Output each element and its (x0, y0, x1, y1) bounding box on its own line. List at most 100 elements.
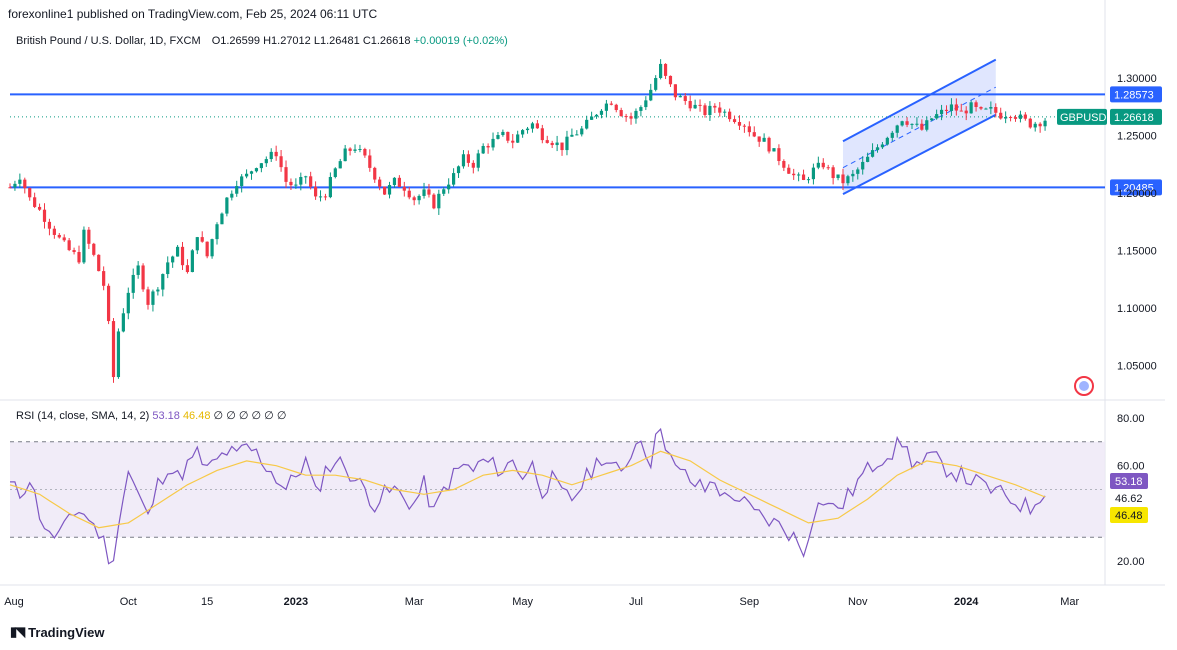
candle-body (299, 176, 303, 185)
candle-body (944, 109, 949, 111)
candle-body (121, 313, 125, 332)
candle-body (412, 197, 416, 201)
candle-body (614, 104, 618, 111)
price-tick-label: 1.10000 (1117, 303, 1157, 315)
candle-body (1018, 114, 1023, 119)
candle-body (166, 262, 170, 275)
candle-body (535, 123, 539, 129)
candle-body (624, 116, 628, 118)
candle-body (1043, 120, 1047, 127)
symbol-title[interactable]: British Pound / U.S. Dollar, 1D, FXCM (16, 35, 201, 47)
candle-body (915, 123, 919, 125)
candle-body (599, 110, 604, 115)
candle-body (442, 189, 446, 194)
candle-body (323, 196, 328, 198)
candle-body (989, 107, 993, 109)
candle-body (33, 197, 37, 207)
close-value: C1.26618 (362, 35, 411, 47)
candle-body (984, 108, 988, 110)
candle-body (787, 167, 791, 174)
candle-body (23, 179, 27, 189)
candle-body (713, 105, 717, 108)
rsi-legend: RSI (14, close, SMA, 14, 2) 53.18 46.48 … (16, 409, 286, 422)
candle-body (994, 107, 998, 113)
candle-body (585, 119, 589, 129)
candle-body (811, 167, 816, 180)
candle-body (885, 137, 889, 145)
candle-body (294, 184, 298, 186)
tradingview-logo-icon: ▮◥ (10, 624, 25, 639)
candle-body (195, 237, 199, 251)
rsi-sma-line (9, 450, 1046, 529)
channel-upper-line (842, 58, 997, 143)
candle-body (900, 121, 904, 126)
candle-body (456, 166, 461, 174)
candle-body (111, 321, 116, 378)
candle-body (895, 125, 899, 133)
rsi-tick-label: 60.00 (1117, 461, 1145, 473)
tradingview-logo: ▮◥ TradingView (10, 624, 105, 640)
candle-body (590, 116, 594, 120)
candle-body (200, 237, 204, 242)
candle-body (969, 102, 973, 114)
candle-body (560, 142, 564, 151)
candle-body (82, 229, 86, 263)
candle-body (1033, 123, 1037, 128)
candle-body (422, 189, 426, 196)
candle-body (797, 174, 801, 176)
candle-body (728, 111, 732, 120)
candle-body (264, 159, 268, 164)
candle-body (737, 122, 742, 126)
candle-body (175, 246, 180, 257)
candle-body (131, 274, 135, 293)
candle-body (757, 136, 761, 142)
candle-body (905, 121, 909, 125)
candle-body (210, 239, 214, 257)
candle-body (742, 125, 747, 127)
candle-body (880, 144, 885, 148)
empty-marker: ∅ (226, 410, 236, 422)
candle-body (693, 104, 697, 109)
candle-body (861, 161, 865, 170)
candle-body (644, 100, 648, 108)
candle-body (875, 147, 880, 151)
candle-body (1023, 114, 1027, 119)
candle-body (654, 78, 658, 90)
candle-body (1038, 123, 1042, 127)
candle-body (949, 104, 954, 111)
candle-body (318, 196, 323, 198)
candle-body (313, 186, 318, 197)
candle-body (930, 118, 934, 121)
candle-body (792, 173, 796, 176)
candle-body (801, 174, 806, 180)
candle-body (841, 174, 845, 184)
candle-body (525, 128, 530, 131)
candle-body (382, 186, 387, 195)
candle-body (1004, 117, 1008, 119)
candle-body (935, 114, 939, 119)
candle-body (491, 138, 495, 148)
candle-body (851, 173, 855, 177)
candle-body (816, 162, 820, 168)
candle-body (703, 105, 707, 115)
candle-body (782, 161, 786, 168)
candle-body (516, 134, 520, 143)
candle-body (274, 151, 278, 157)
candle-body (102, 271, 106, 286)
candle-body (269, 151, 273, 160)
candle-body (747, 126, 751, 133)
candle-body (249, 171, 254, 174)
candle-body (925, 120, 929, 130)
tradingview-brand: TradingView (28, 624, 105, 640)
candle-body (402, 186, 406, 191)
price-tick-label: 1.05000 (1117, 361, 1157, 373)
candle-body (244, 173, 249, 177)
candle-body (13, 183, 17, 188)
candle-body (772, 148, 776, 152)
candle-body (353, 149, 357, 151)
high-value: H1.27012 (263, 35, 311, 47)
price-tick-label: 1.25000 (1117, 131, 1157, 143)
candle-body (42, 209, 47, 222)
rsi-label[interactable]: RSI (14, close, SMA, 14, 2) (16, 410, 150, 422)
